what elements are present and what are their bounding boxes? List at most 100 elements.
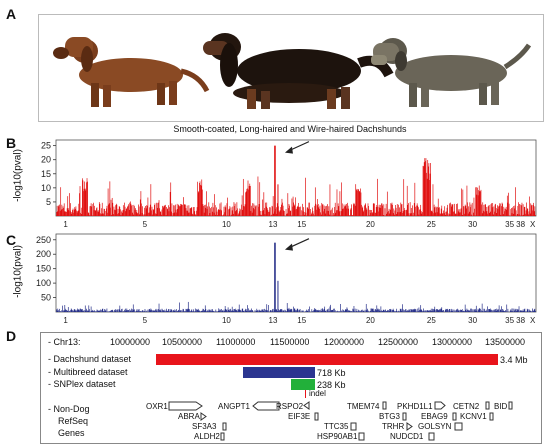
gene-label: ALDH2 xyxy=(194,432,220,441)
gene-marker-icon xyxy=(382,401,387,410)
gene-label: GOLSYN xyxy=(418,422,452,431)
chromosome-label: 30 xyxy=(468,316,477,325)
dachshund-photos xyxy=(53,33,532,109)
gene-arrow-icon xyxy=(406,422,413,431)
gene-label: SF3A3 xyxy=(192,422,217,431)
chr-label: - Chr13: xyxy=(48,337,81,347)
gene-label: NUDCD1 xyxy=(390,432,424,441)
gene-label: KCNV1 xyxy=(460,412,487,421)
arrow-head-icon xyxy=(284,243,293,251)
gene-label: BTG3 xyxy=(379,412,400,421)
panel-d-label: D xyxy=(6,328,17,344)
refseq-label-line2: RefSeq xyxy=(58,416,89,426)
y-tick-label: 50 xyxy=(41,293,51,303)
y-tick-label: 250 xyxy=(36,235,51,245)
gene-label: ABRA xyxy=(178,412,200,421)
panel-c-ylabel: -log10(pval) xyxy=(12,245,24,298)
snplex-dataset-bar xyxy=(291,379,315,390)
gene-label: OXR1 xyxy=(146,402,168,411)
locus-box xyxy=(40,332,542,444)
gene-label: EIF3E xyxy=(288,412,311,421)
chromosome-label: 13 xyxy=(269,316,278,325)
gene-marker-icon xyxy=(350,422,357,431)
arrow-head-icon xyxy=(284,146,293,154)
gene-marker-icon xyxy=(489,412,494,421)
chromosome-label: 1 xyxy=(63,316,68,325)
y-tick-label: 5 xyxy=(46,197,51,207)
gene-label: TRHR xyxy=(382,422,405,431)
position-label: 12000000 xyxy=(324,337,365,347)
gene-marker-icon xyxy=(454,422,463,431)
photo-caption: Smooth-coated, Long-haired and Wire-hair… xyxy=(173,124,407,134)
plot-frame xyxy=(55,139,537,217)
chromosome-label: 38 xyxy=(516,220,525,229)
chromosome-label: 20 xyxy=(366,220,375,229)
gene-marker-icon xyxy=(485,401,490,410)
panel-a-label: A xyxy=(6,6,17,22)
chromosome-label: X xyxy=(530,316,536,325)
gene-label: TTC35 xyxy=(324,422,349,431)
snplex-dataset-size: 238 Kb xyxy=(317,380,346,390)
chromosome-label: 25 xyxy=(427,316,436,325)
gene-marker-icon xyxy=(220,432,225,441)
manhattan-points xyxy=(55,158,536,216)
gene-label: EBAG9 xyxy=(421,412,448,421)
position-label: 11500000 xyxy=(270,337,310,347)
position-label: 10500000 xyxy=(162,337,203,347)
position-label: 11000000 xyxy=(216,337,256,347)
gene-marker-icon xyxy=(508,401,513,410)
multibreed-dataset-size: 718 Kb xyxy=(317,368,346,378)
chromosome-label: 5 xyxy=(143,220,148,229)
gene-marker-icon xyxy=(314,412,319,421)
wire-haired-dachshund-photo xyxy=(371,38,532,107)
chromosome-label: 38 xyxy=(516,316,525,325)
gene-arrow-icon xyxy=(252,401,280,411)
gene-arrow-icon xyxy=(303,401,310,410)
plot-frame xyxy=(55,233,537,313)
gene-label: PKHD1L1 xyxy=(397,402,433,411)
position-label: 13000000 xyxy=(432,337,473,347)
gene-arrow-icon xyxy=(168,401,203,411)
multibreed-dataset-bar xyxy=(243,367,315,378)
y-tick-label: 150 xyxy=(36,264,51,274)
chromosome-label: 13 xyxy=(269,220,278,229)
chromosome-label: 10 xyxy=(222,316,231,325)
chromosome-label: 5 xyxy=(143,316,148,325)
gene-label: TMEM74 xyxy=(347,402,380,411)
chromosome-label: 20 xyxy=(366,316,375,325)
refseq-label-line3: Genes xyxy=(58,428,85,438)
panel-b-label: B xyxy=(6,135,17,151)
chromosome-label: 15 xyxy=(297,316,306,325)
dachshund-photo-strip xyxy=(38,14,544,122)
long-haired-dachshund-photo xyxy=(203,33,394,109)
chromosome-label: 15 xyxy=(297,220,306,229)
chromosome-label: 35 xyxy=(505,316,514,325)
y-tick-label: 25 xyxy=(41,141,51,151)
gene-label: CETN2 xyxy=(453,402,480,411)
y-tick-label: 200 xyxy=(36,249,51,259)
dachshund-dataset-label: - Dachshund dataset xyxy=(48,354,132,364)
multibreed-dataset-label: - Multibreed dataset xyxy=(48,367,128,377)
refseq-label-line1: - Non-Dog xyxy=(48,404,90,414)
y-tick-label: 15 xyxy=(41,169,51,179)
snplex-dataset-label: - SNPlex dataset xyxy=(48,379,116,389)
chromosome-label: 25 xyxy=(427,220,436,229)
chromosome-positions: 10000000 10500000 11000000 11500000 1200… xyxy=(100,337,540,349)
panel-b-ylabel: -log10(pval) xyxy=(12,149,24,202)
panel-c-label: C xyxy=(6,232,17,248)
gene-label: ANGPT1 xyxy=(218,402,251,411)
gene-marker-icon xyxy=(428,432,435,441)
gene-marker-icon xyxy=(222,422,227,431)
y-tick-label: 10 xyxy=(41,183,51,193)
gene-label: HSP90AB1 xyxy=(317,432,358,441)
dachshund-dataset-size: 3.4 Mb xyxy=(500,355,528,365)
gene-arrow-icon xyxy=(434,401,446,410)
indel-label: indel xyxy=(309,389,326,398)
chromosome-label: 10 xyxy=(222,220,231,229)
chromosome-label: 35 xyxy=(505,220,514,229)
dachshund-dataset-bar xyxy=(156,354,498,365)
indel-marker xyxy=(305,390,306,398)
chromosome-label: 1 xyxy=(63,220,68,229)
